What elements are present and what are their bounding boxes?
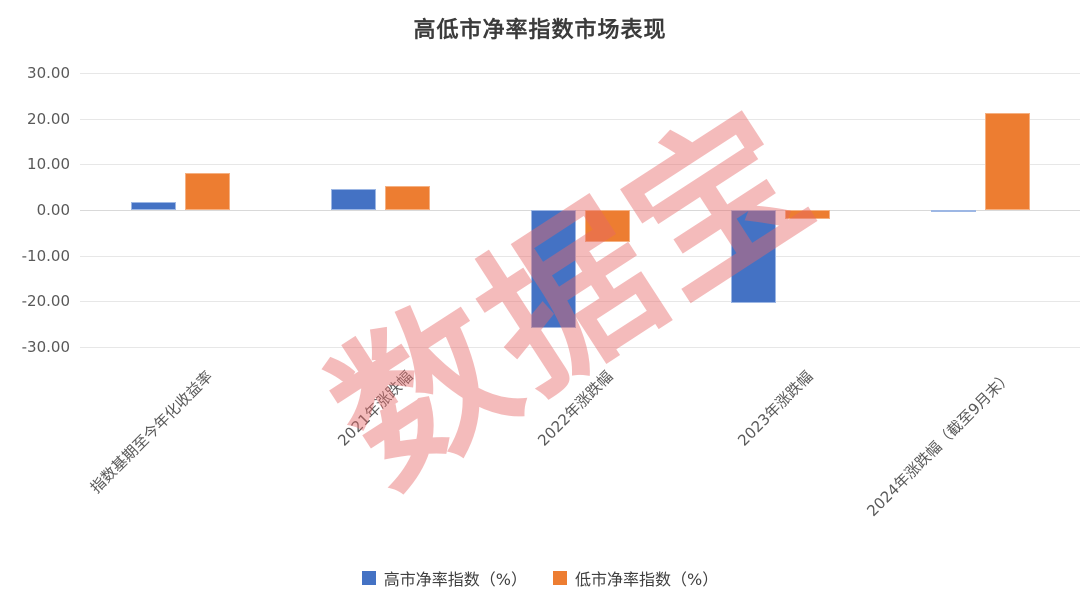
x-axis-label-cat2: 2022年涨跌幅 <box>533 367 617 450</box>
legend-label: 低市净率指数（%） <box>575 570 719 589</box>
gridline-10 <box>80 164 1080 165</box>
gridline--30 <box>80 347 1080 348</box>
legend-swatch-icon <box>361 571 376 585</box>
bar-series0-cat0 <box>131 202 176 211</box>
y-tick-label: 0.00 <box>36 201 70 219</box>
gridline-30 <box>80 73 1080 74</box>
legend-label: 高市净率指数（%） <box>383 570 527 589</box>
legend-item-0: 高市净率指数（%） <box>361 566 527 590</box>
y-tick-label: 10.00 <box>27 155 70 173</box>
chart-title: 高低市净率指数市场表现 <box>413 18 667 43</box>
bar-series1-cat1 <box>385 186 430 211</box>
x-axis-label-cat0: 指数基期至今年化收益率 <box>86 367 217 497</box>
x-axis-label-cat3: 2023年涨跌幅 <box>733 367 817 450</box>
y-tick-label: -30.00 <box>21 338 70 356</box>
bar-series1-cat3 <box>785 210 830 220</box>
bar-series1-cat2 <box>585 210 630 242</box>
bar-series1-cat4 <box>985 113 1030 211</box>
legend: 高市净率指数（%） 低市净率指数（%） <box>0 566 1080 590</box>
bar-series0-cat4 <box>931 210 976 213</box>
legend-item-1: 低市净率指数（%） <box>553 566 718 590</box>
gridline--20 <box>80 301 1080 302</box>
y-tick-label: -20.00 <box>21 292 70 310</box>
y-tick-label: -10.00 <box>21 247 70 265</box>
legend-swatch-icon <box>553 571 567 585</box>
gridline-20 <box>80 119 1080 120</box>
gridline-0 <box>80 210 1080 211</box>
y-tick-label: 20.00 <box>27 110 70 128</box>
gridline--10 <box>80 256 1080 257</box>
bar-series0-cat3 <box>731 210 776 304</box>
bar-series0-cat2 <box>531 210 576 329</box>
x-axis-label-cat1: 2021年涨跌幅 <box>333 367 417 450</box>
bar-series0-cat1 <box>331 189 376 210</box>
bar-series1-cat0 <box>185 173 230 211</box>
x-axis-label-cat4: 2024年涨跌幅（截至9月末） <box>863 367 1017 520</box>
y-tick-label: 30.00 <box>27 64 70 82</box>
